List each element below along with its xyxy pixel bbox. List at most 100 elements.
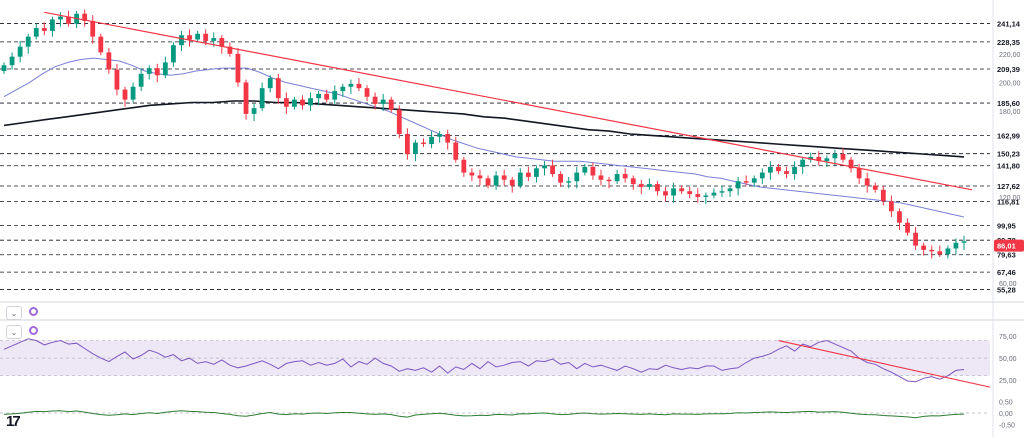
current-price-label: 86,01 bbox=[997, 242, 1016, 251]
candle bbox=[243, 82, 249, 114]
candle bbox=[630, 178, 636, 185]
candle bbox=[106, 52, 112, 70]
level-label: 185,60 bbox=[997, 99, 1020, 108]
level-label: 141,80 bbox=[997, 162, 1020, 171]
candle bbox=[534, 168, 539, 177]
candle bbox=[340, 86, 346, 92]
candle bbox=[937, 251, 943, 255]
candle bbox=[98, 36, 104, 53]
level-label-bg bbox=[994, 181, 1024, 192]
y-tick-label: 60,00 bbox=[999, 281, 1017, 288]
osc-tick-label: 0,50 bbox=[999, 400, 1013, 407]
candle bbox=[171, 45, 176, 63]
candle bbox=[348, 83, 354, 87]
indicator-icon[interactable] bbox=[29, 326, 38, 335]
candle bbox=[638, 184, 644, 187]
candle bbox=[300, 99, 305, 106]
candle bbox=[606, 179, 612, 182]
candle bbox=[179, 35, 184, 46]
candle bbox=[146, 68, 152, 74]
candle bbox=[138, 73, 144, 87]
candle bbox=[888, 201, 894, 212]
candle bbox=[9, 56, 15, 66]
candle bbox=[929, 249, 935, 252]
tradingview-logo: 17 bbox=[6, 413, 21, 430]
candle bbox=[162, 62, 168, 76]
candle bbox=[461, 159, 467, 173]
candle bbox=[195, 33, 201, 40]
level-label-bg bbox=[994, 267, 1024, 278]
candle bbox=[235, 53, 241, 83]
candle bbox=[598, 175, 604, 180]
candle bbox=[388, 99, 394, 110]
candle bbox=[711, 192, 717, 196]
candle bbox=[856, 168, 862, 179]
pane-collapse-button-1[interactable]: ⌄ bbox=[6, 306, 22, 320]
candle bbox=[655, 184, 660, 192]
level-label-bg bbox=[994, 148, 1024, 159]
level-label-bg bbox=[994, 284, 1024, 295]
candle bbox=[961, 241, 967, 243]
candle bbox=[566, 181, 572, 183]
candle bbox=[751, 178, 757, 183]
candle bbox=[550, 165, 555, 175]
y-tick-label: 200,00 bbox=[999, 80, 1021, 87]
candle bbox=[792, 166, 797, 175]
level-label: 116,81 bbox=[997, 198, 1020, 207]
candle bbox=[897, 211, 902, 223]
candle bbox=[404, 133, 410, 154]
candle bbox=[663, 191, 668, 196]
candle bbox=[251, 108, 257, 114]
candle bbox=[477, 175, 483, 179]
candle bbox=[58, 16, 63, 20]
level-label: 150,23 bbox=[997, 150, 1020, 159]
candle bbox=[614, 174, 620, 182]
candle bbox=[687, 191, 693, 195]
candle bbox=[25, 36, 31, 47]
indicator-icon[interactable] bbox=[29, 307, 38, 316]
candle bbox=[622, 174, 628, 179]
candle bbox=[90, 20, 96, 37]
y-tick-label: 180,00 bbox=[999, 109, 1021, 116]
level-label-bg bbox=[994, 220, 1024, 231]
candle bbox=[332, 91, 338, 100]
candle bbox=[808, 156, 814, 160]
candle bbox=[501, 175, 507, 180]
candle bbox=[493, 175, 499, 186]
candle bbox=[743, 181, 749, 183]
candle bbox=[421, 142, 426, 144]
candle bbox=[840, 154, 846, 160]
trendline bbox=[44, 11, 973, 191]
candle bbox=[356, 83, 362, 89]
level-label: 99,95 bbox=[997, 222, 1016, 231]
candle bbox=[219, 38, 225, 47]
candle bbox=[905, 222, 910, 233]
candle bbox=[275, 78, 281, 99]
candle bbox=[130, 86, 136, 100]
y-tick-label: 220,00 bbox=[999, 52, 1021, 59]
candle bbox=[308, 98, 313, 106]
candle bbox=[695, 194, 701, 197]
osc-tick-label: -0,50 bbox=[999, 422, 1015, 429]
rsi-tick-label: 75,00 bbox=[999, 334, 1017, 341]
candle bbox=[880, 189, 886, 202]
level-label: 127,62 bbox=[997, 182, 1020, 191]
candle bbox=[558, 174, 564, 183]
candle bbox=[784, 171, 789, 175]
y-tick-label: 120,00 bbox=[999, 195, 1021, 202]
pane-collapse-button-2[interactable]: ⌄ bbox=[6, 325, 22, 339]
candle bbox=[154, 68, 160, 76]
level-label: 241,14 bbox=[997, 20, 1021, 29]
candle bbox=[1, 65, 7, 71]
candle bbox=[267, 78, 273, 89]
candle bbox=[953, 242, 959, 249]
candle bbox=[316, 93, 322, 99]
candle bbox=[517, 172, 523, 186]
candle bbox=[848, 159, 854, 169]
candle bbox=[66, 16, 71, 24]
candle bbox=[864, 178, 870, 186]
candle bbox=[413, 142, 418, 154]
candle bbox=[824, 158, 830, 162]
rsi-trendline bbox=[778, 340, 991, 388]
